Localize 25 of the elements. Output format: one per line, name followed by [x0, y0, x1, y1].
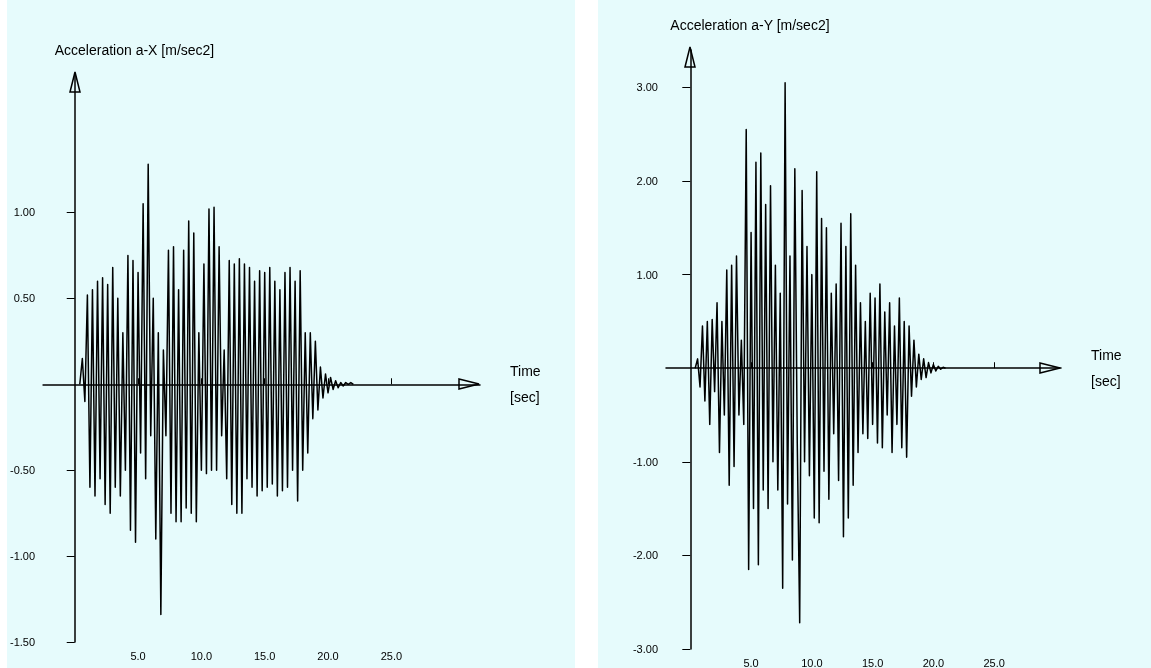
x-tick-label: 20.0 [922, 656, 945, 668]
x-tick-label: 15.0 [253, 649, 276, 662]
y-tick-label: -1.00 [9, 550, 36, 563]
y-tick-label: 2.00 [636, 175, 658, 188]
y-axis-title: Acceleration a-Y [m/sec2] [670, 17, 830, 33]
y-tick-label: -3.00 [632, 643, 658, 655]
x-tick-label: 15.0 [861, 656, 884, 668]
x-axis-title: Time [sec] [1091, 347, 1122, 390]
y-tick-label: -1.00 [632, 455, 658, 468]
x-axis-title: Time [sec] [510, 363, 541, 406]
y-tick-label: 3.00 [636, 81, 658, 94]
y-tick-label: 1.00 [636, 268, 658, 281]
y-tick-label: 0.50 [13, 292, 36, 305]
x-tick-label: 5.0 [743, 656, 759, 668]
x-tick-label: 10.0 [190, 649, 213, 662]
y-tick-label: -2.00 [632, 549, 658, 562]
x-tick-label: 10.0 [801, 656, 823, 668]
y-tick-label: -1.50 [9, 636, 36, 648]
x-tick-label: 25.0 [380, 649, 403, 662]
x-tick-label: 25.0 [983, 656, 1005, 668]
y-tick-label: -0.50 [9, 464, 36, 477]
x-tick-label: 20.0 [317, 649, 339, 662]
x-tick-label: 5.0 [130, 649, 146, 662]
y-axis-title: Acceleration a-X [m/sec2] [54, 42, 215, 58]
y-tick-label: 1.00 [13, 206, 36, 219]
